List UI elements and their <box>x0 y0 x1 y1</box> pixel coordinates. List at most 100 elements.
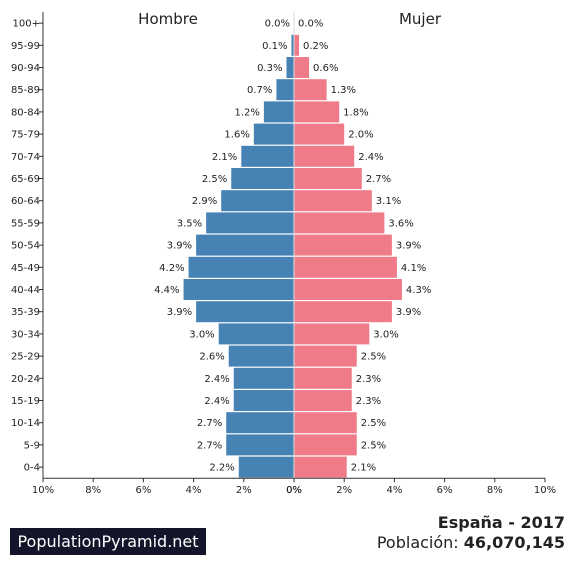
female-value-label: 2.1% <box>351 463 376 474</box>
female-value-label: 1.3% <box>331 85 356 96</box>
legend-mujer: Mujer <box>399 10 442 28</box>
male-bar <box>241 145 294 167</box>
female-value-label: 3.0% <box>373 329 398 340</box>
male-bar <box>233 390 294 411</box>
age-group-label: 70-74 <box>11 152 40 163</box>
male-value-label: 3.9% <box>167 307 192 318</box>
age-group-label: 10-14 <box>11 418 40 429</box>
age-group-label: 25-29 <box>11 352 40 363</box>
female-bar <box>294 279 402 300</box>
country-year-title: España - 2017 <box>437 513 565 532</box>
male-bar <box>263 101 294 123</box>
x-tick-label: 6% <box>135 485 151 496</box>
site-brand-logo[interactable]: PopulationPyramid.net <box>10 528 206 555</box>
age-group-label: 0-4 <box>24 463 40 474</box>
female-bar <box>294 456 347 478</box>
male-bar <box>291 34 294 56</box>
age-group-label: 20-24 <box>11 374 40 385</box>
age-group-label: 65-69 <box>11 174 40 185</box>
male-value-label: 0.7% <box>247 85 272 96</box>
female-bar <box>294 412 357 434</box>
age-group-label: 75-79 <box>11 130 40 141</box>
female-bar <box>294 145 355 167</box>
female-bar <box>294 168 362 189</box>
female-bar <box>294 390 352 411</box>
male-value-label: 2.4% <box>204 374 229 385</box>
female-bar <box>294 123 345 145</box>
female-value-label: 2.0% <box>348 130 373 141</box>
male-value-label: 4.4% <box>154 285 179 296</box>
female-value-label: 2.4% <box>358 152 383 163</box>
female-bar <box>294 256 397 278</box>
female-value-label: 2.5% <box>361 418 386 429</box>
age-group-label: 35-39 <box>11 307 40 318</box>
male-value-label: 2.2% <box>209 463 234 474</box>
x-tick-label: 0% <box>286 485 302 496</box>
age-group-label: 30-34 <box>11 329 40 340</box>
male-value-labels: 0.0% 0.1% 0.3% 0.7% 1.2% 1.6% 2.1% 2.5% 2.9% 3.5%… <box>154 19 290 474</box>
male-bar <box>183 279 294 300</box>
female-bar <box>294 34 300 56</box>
x-tick-label: 4% <box>386 485 402 496</box>
age-group-label: 50-54 <box>11 241 40 252</box>
female-value-labels: 0.0% 0.2% 0.6% 1.3% 1.8% 2.0% 2.4% 2.7% 3.1% 3.6%… <box>298 19 431 474</box>
male-value-label: 2.6% <box>199 352 224 363</box>
male-value-label: 2.9% <box>192 196 217 207</box>
female-value-label: 0.2% <box>303 41 328 52</box>
age-group-label: 5-9 <box>24 440 40 451</box>
age-group-label: 55-59 <box>11 218 40 229</box>
male-value-label: 3.5% <box>177 218 202 229</box>
male-bar <box>238 456 294 478</box>
age-group-label: 85-89 <box>11 85 40 96</box>
female-value-label: 2.7% <box>366 174 391 185</box>
age-group-label: 15-19 <box>11 396 40 407</box>
female-value-label: 3.9% <box>396 241 421 252</box>
female-bar <box>294 101 340 123</box>
male-bar <box>276 79 294 101</box>
male-value-label: 2.7% <box>197 440 222 451</box>
male-bar <box>218 323 294 345</box>
male-bars <box>183 34 294 478</box>
age-group-label: 45-49 <box>11 263 40 274</box>
female-value-label: 3.6% <box>388 218 413 229</box>
x-tick-label: 10% <box>534 485 556 496</box>
legend-hombre: Hombre <box>138 10 198 28</box>
x-tick-label: 0% <box>286 485 302 496</box>
female-bar <box>294 367 352 389</box>
x-tick-label: 4% <box>186 485 202 496</box>
male-bar <box>221 190 294 212</box>
female-bar <box>294 323 370 345</box>
male-bar <box>233 367 294 389</box>
age-group-label: 100+ <box>13 19 40 30</box>
age-group-labels: 100+ 95-99 90-94 85-89 80-84 75-79 70-74 65-69 6… <box>11 19 40 474</box>
age-group-label: 95-99 <box>11 41 40 52</box>
male-value-label: 0.0% <box>265 19 290 30</box>
male-value-label: 2.4% <box>204 396 229 407</box>
female-value-label: 0.0% <box>298 19 323 30</box>
age-group-label: 40-44 <box>11 285 40 296</box>
male-value-label: 0.1% <box>262 41 287 52</box>
female-value-label: 3.1% <box>376 196 401 207</box>
female-value-label: 3.9% <box>396 307 421 318</box>
male-value-label: 2.1% <box>212 152 237 163</box>
male-bar <box>253 123 294 145</box>
axes: 10% 8% 6% 4% 2% 0%0% 2% 4% 6% 8% 10% <box>32 12 556 496</box>
female-bar <box>294 190 372 212</box>
female-bar <box>294 301 392 323</box>
male-bar <box>206 212 294 234</box>
male-bar <box>226 434 294 456</box>
female-value-label: 1.8% <box>343 107 368 118</box>
male-value-label: 2.5% <box>202 174 227 185</box>
female-value-label: 2.5% <box>361 440 386 451</box>
female-value-label: 4.1% <box>401 263 426 274</box>
population-label: Población: <box>376 533 459 552</box>
x-tick-label: 10% <box>32 485 54 496</box>
female-value-label: 2.5% <box>361 352 386 363</box>
male-value-label: 3.0% <box>189 329 214 340</box>
x-tick-label: 2% <box>236 485 252 496</box>
male-value-label: 0.3% <box>257 63 282 74</box>
female-bar <box>294 79 327 101</box>
female-bars <box>294 34 402 478</box>
female-value-label: 0.6% <box>313 63 338 74</box>
population-total: Población: 46,070,145 <box>377 533 565 552</box>
